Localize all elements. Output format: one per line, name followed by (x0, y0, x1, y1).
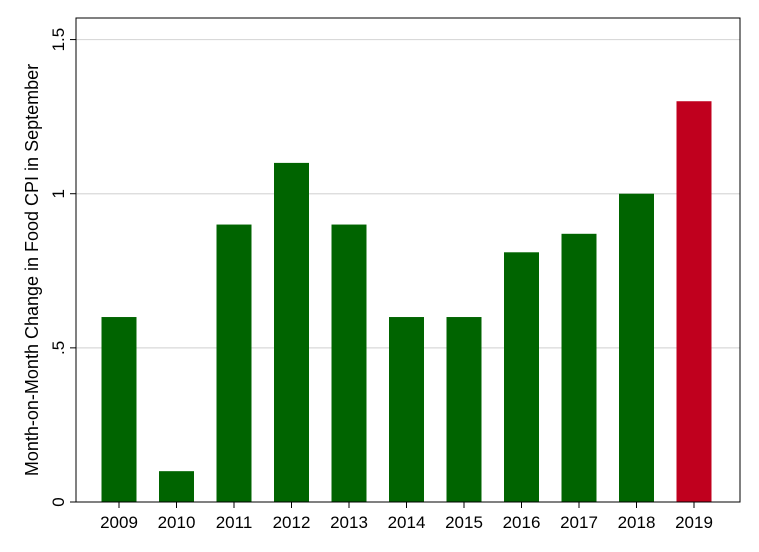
bar-2018 (619, 193, 654, 503)
bar-2013 (331, 224, 367, 502)
y-tick-label-1: .5 (49, 341, 68, 355)
y-tick-labels: 0 .5 1 1.5 (49, 28, 68, 507)
bar-2011 (216, 224, 252, 502)
y-tick-label-3: 1.5 (49, 28, 68, 52)
x-tick-label-2010: 2010 (158, 513, 196, 532)
x-tick-label-2019: 2019 (675, 513, 713, 532)
axes (70, 17, 741, 508)
y-tick-label-2: 1 (49, 189, 68, 198)
bar-2019 (676, 101, 712, 503)
bars (101, 101, 712, 503)
bar-2009 (101, 317, 137, 502)
x-tick-label-2012: 2012 (273, 513, 311, 532)
x-tick-label-2011: 2011 (216, 513, 253, 532)
x-tick-label-2009: 2009 (100, 513, 138, 532)
bar-2015 (446, 317, 482, 502)
y-tick-label-0: 0 (49, 497, 68, 506)
x-tick-label-2017: 2017 (560, 513, 598, 532)
bar-2016 (504, 252, 539, 502)
bar-2012 (274, 162, 309, 502)
x-tick-label-2014: 2014 (388, 513, 426, 532)
x-tick-label-2015: 2015 (445, 513, 483, 532)
x-tick-label-2013: 2013 (330, 513, 368, 532)
x-tick-labels: 2009 2010 2011 2012 2013 2014 2015 2016 2017 2018… (100, 513, 713, 532)
x-tick-label-2018: 2018 (618, 513, 656, 532)
plot-frame (75, 17, 741, 503)
bar-2017 (561, 233, 597, 502)
x-tick-label-2016: 2016 (503, 513, 541, 532)
y-axis-title: Month-on-Month Change in Food CPI in Sep… (22, 64, 42, 476)
bar-2010 (159, 471, 194, 502)
bar-2014 (389, 317, 424, 502)
